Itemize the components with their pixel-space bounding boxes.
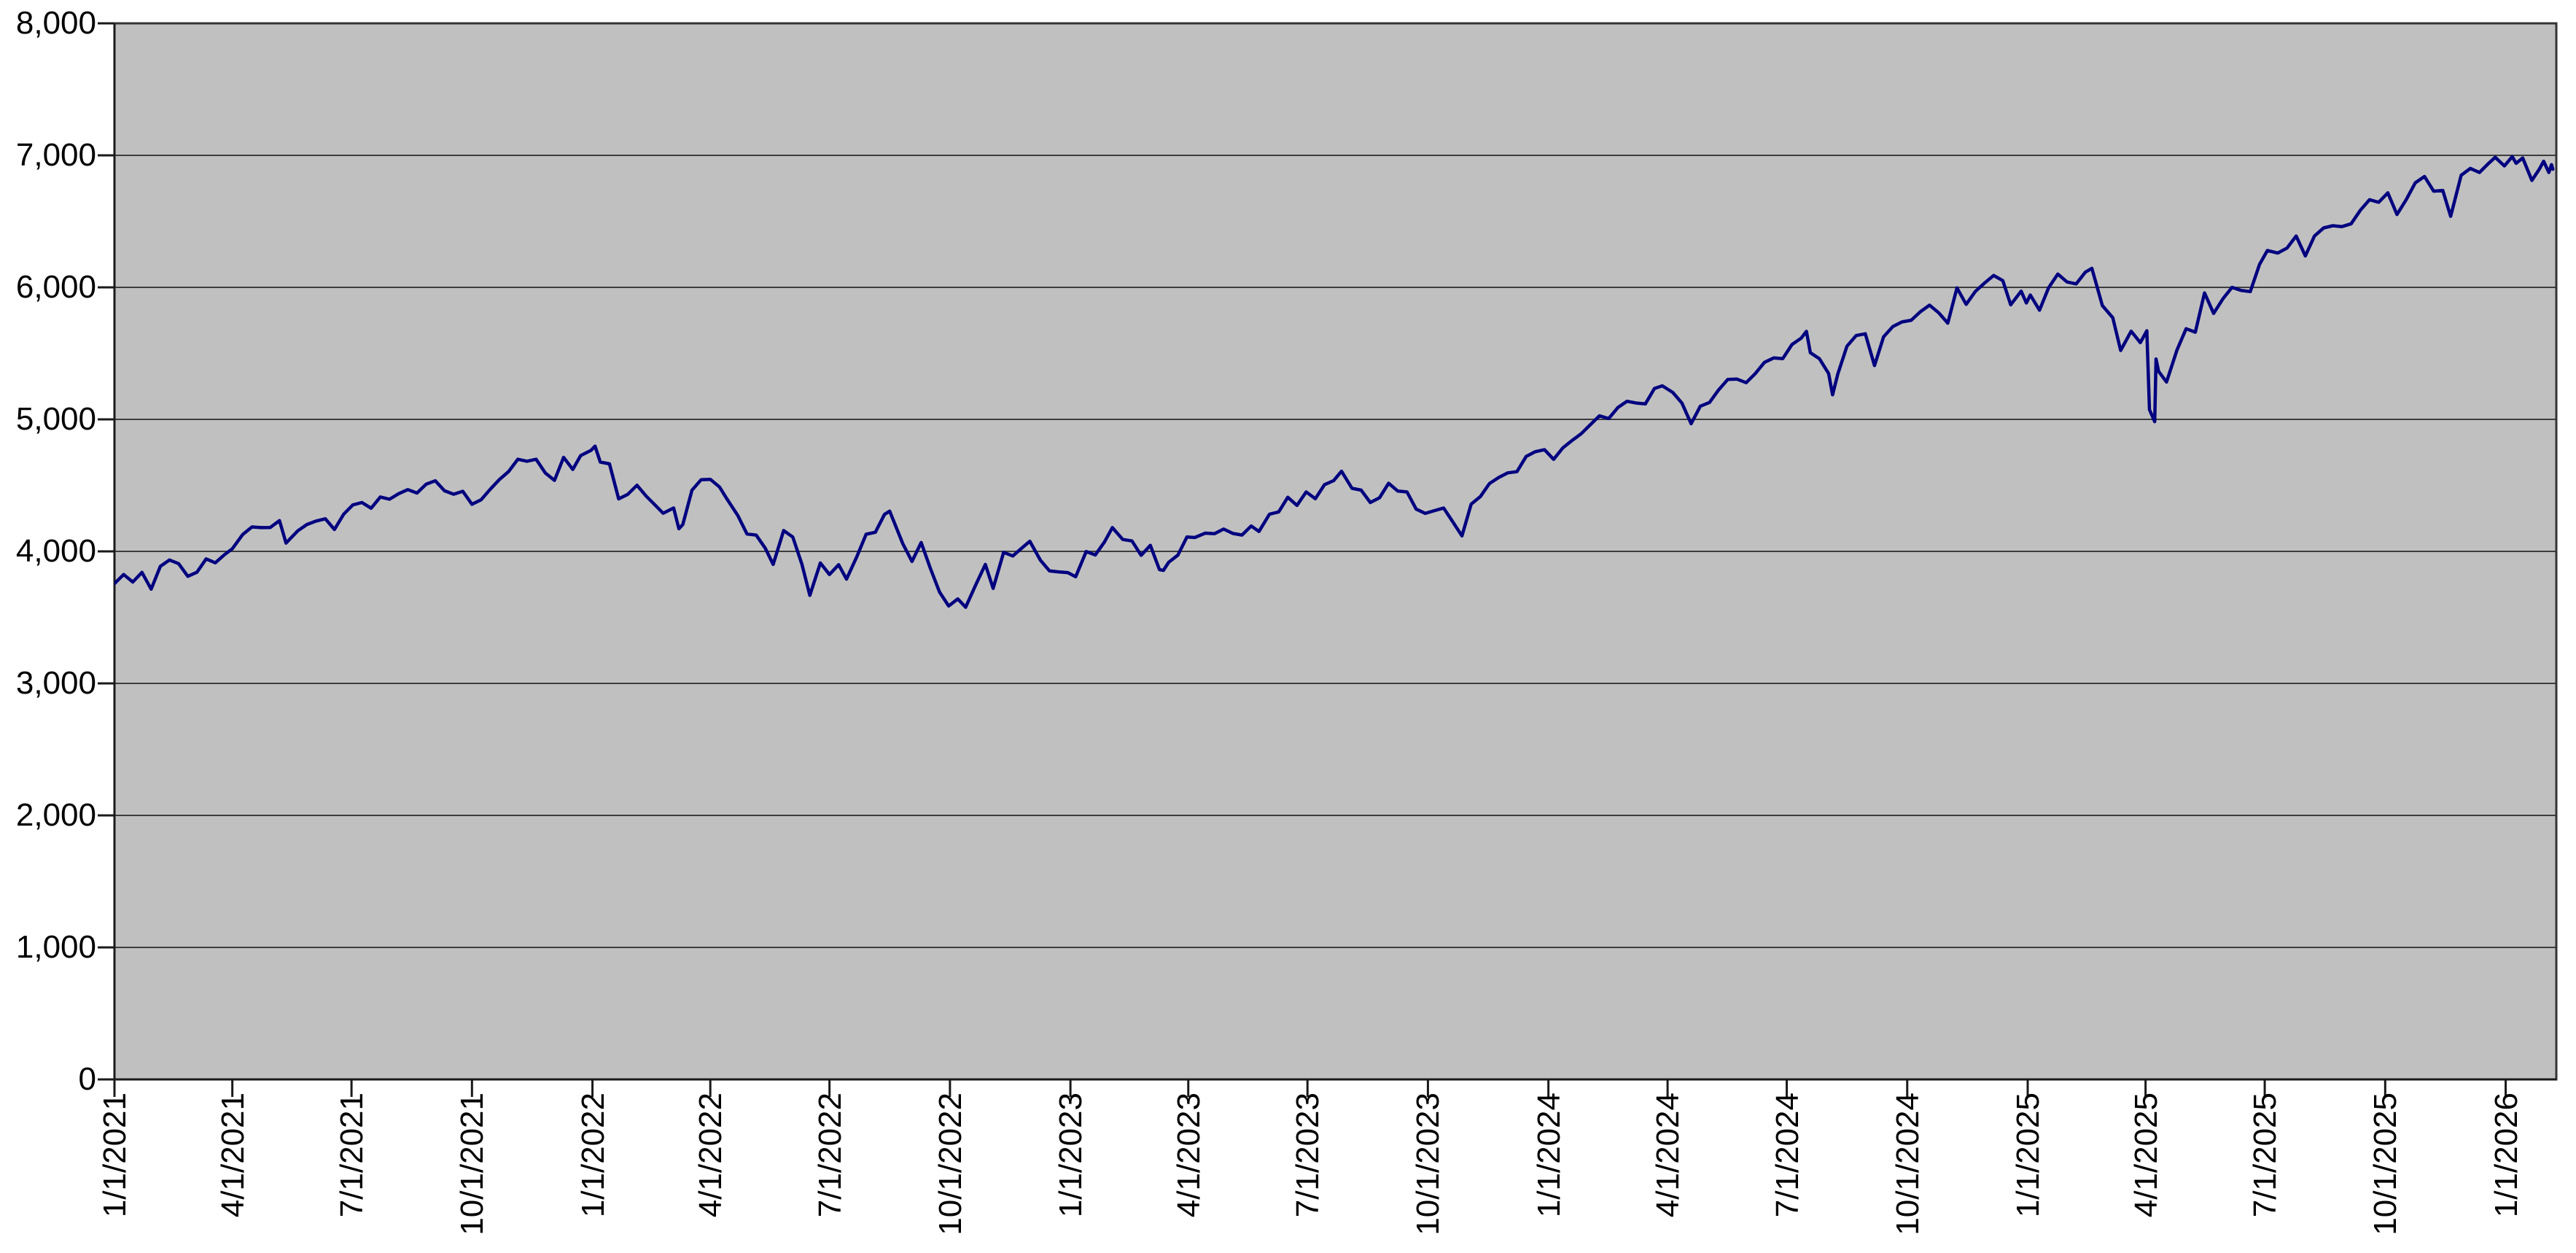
x-axis-label: 4/1/2024 <box>1650 1093 1686 1218</box>
y-axis-label: 8,000 <box>15 5 96 41</box>
x-axis-label: 4/1/2021 <box>214 1093 251 1218</box>
x-axis-label: 4/1/2025 <box>2128 1093 2164 1218</box>
x-axis-label: 10/1/2023 <box>1410 1093 1447 1235</box>
x-axis-label: 10/1/2024 <box>1889 1093 1926 1235</box>
x-axis-label: 10/1/2025 <box>2367 1093 2404 1235</box>
x-axis-label: 10/1/2022 <box>932 1093 968 1235</box>
y-axis-label: 3,000 <box>15 665 96 701</box>
x-axis-label: 4/1/2022 <box>693 1093 729 1218</box>
x-axis-label: 1/1/2024 <box>1530 1093 1567 1218</box>
y-axis-label: 2,000 <box>15 797 96 833</box>
gridlines <box>114 155 2556 948</box>
x-axis-label: 7/1/2023 <box>1290 1093 1326 1218</box>
x-axis-label: 7/1/2025 <box>2247 1093 2284 1218</box>
x-axis-label: 1/1/2023 <box>1053 1093 1089 1218</box>
x-axis-label: 7/1/2022 <box>812 1093 848 1218</box>
y-axis-label: 5,000 <box>15 401 96 437</box>
axes <box>113 23 2556 1081</box>
x-axis-label: 1/1/2026 <box>2488 1093 2524 1218</box>
price-line <box>114 155 2555 609</box>
y-axis-label: 7,000 <box>15 137 96 173</box>
x-axis-label: 7/1/2024 <box>1769 1093 1805 1218</box>
y-axis-label: 1,000 <box>15 929 96 965</box>
x-axis-label: 1/1/2025 <box>2010 1093 2046 1218</box>
x-axis-label: 1/1/2021 <box>97 1093 133 1218</box>
x-axis-label: 1/1/2022 <box>575 1093 611 1218</box>
x-axis-label: 4/1/2023 <box>1170 1093 1207 1218</box>
y-axis-label: 0 <box>78 1061 96 1097</box>
axis-ticks <box>98 22 2507 1097</box>
y-axis-label: 6,000 <box>15 269 96 305</box>
x-axis-label: 7/1/2021 <box>334 1093 370 1218</box>
y-axis-label: 4,000 <box>15 533 96 569</box>
x-axis-label: 10/1/2021 <box>454 1093 491 1235</box>
